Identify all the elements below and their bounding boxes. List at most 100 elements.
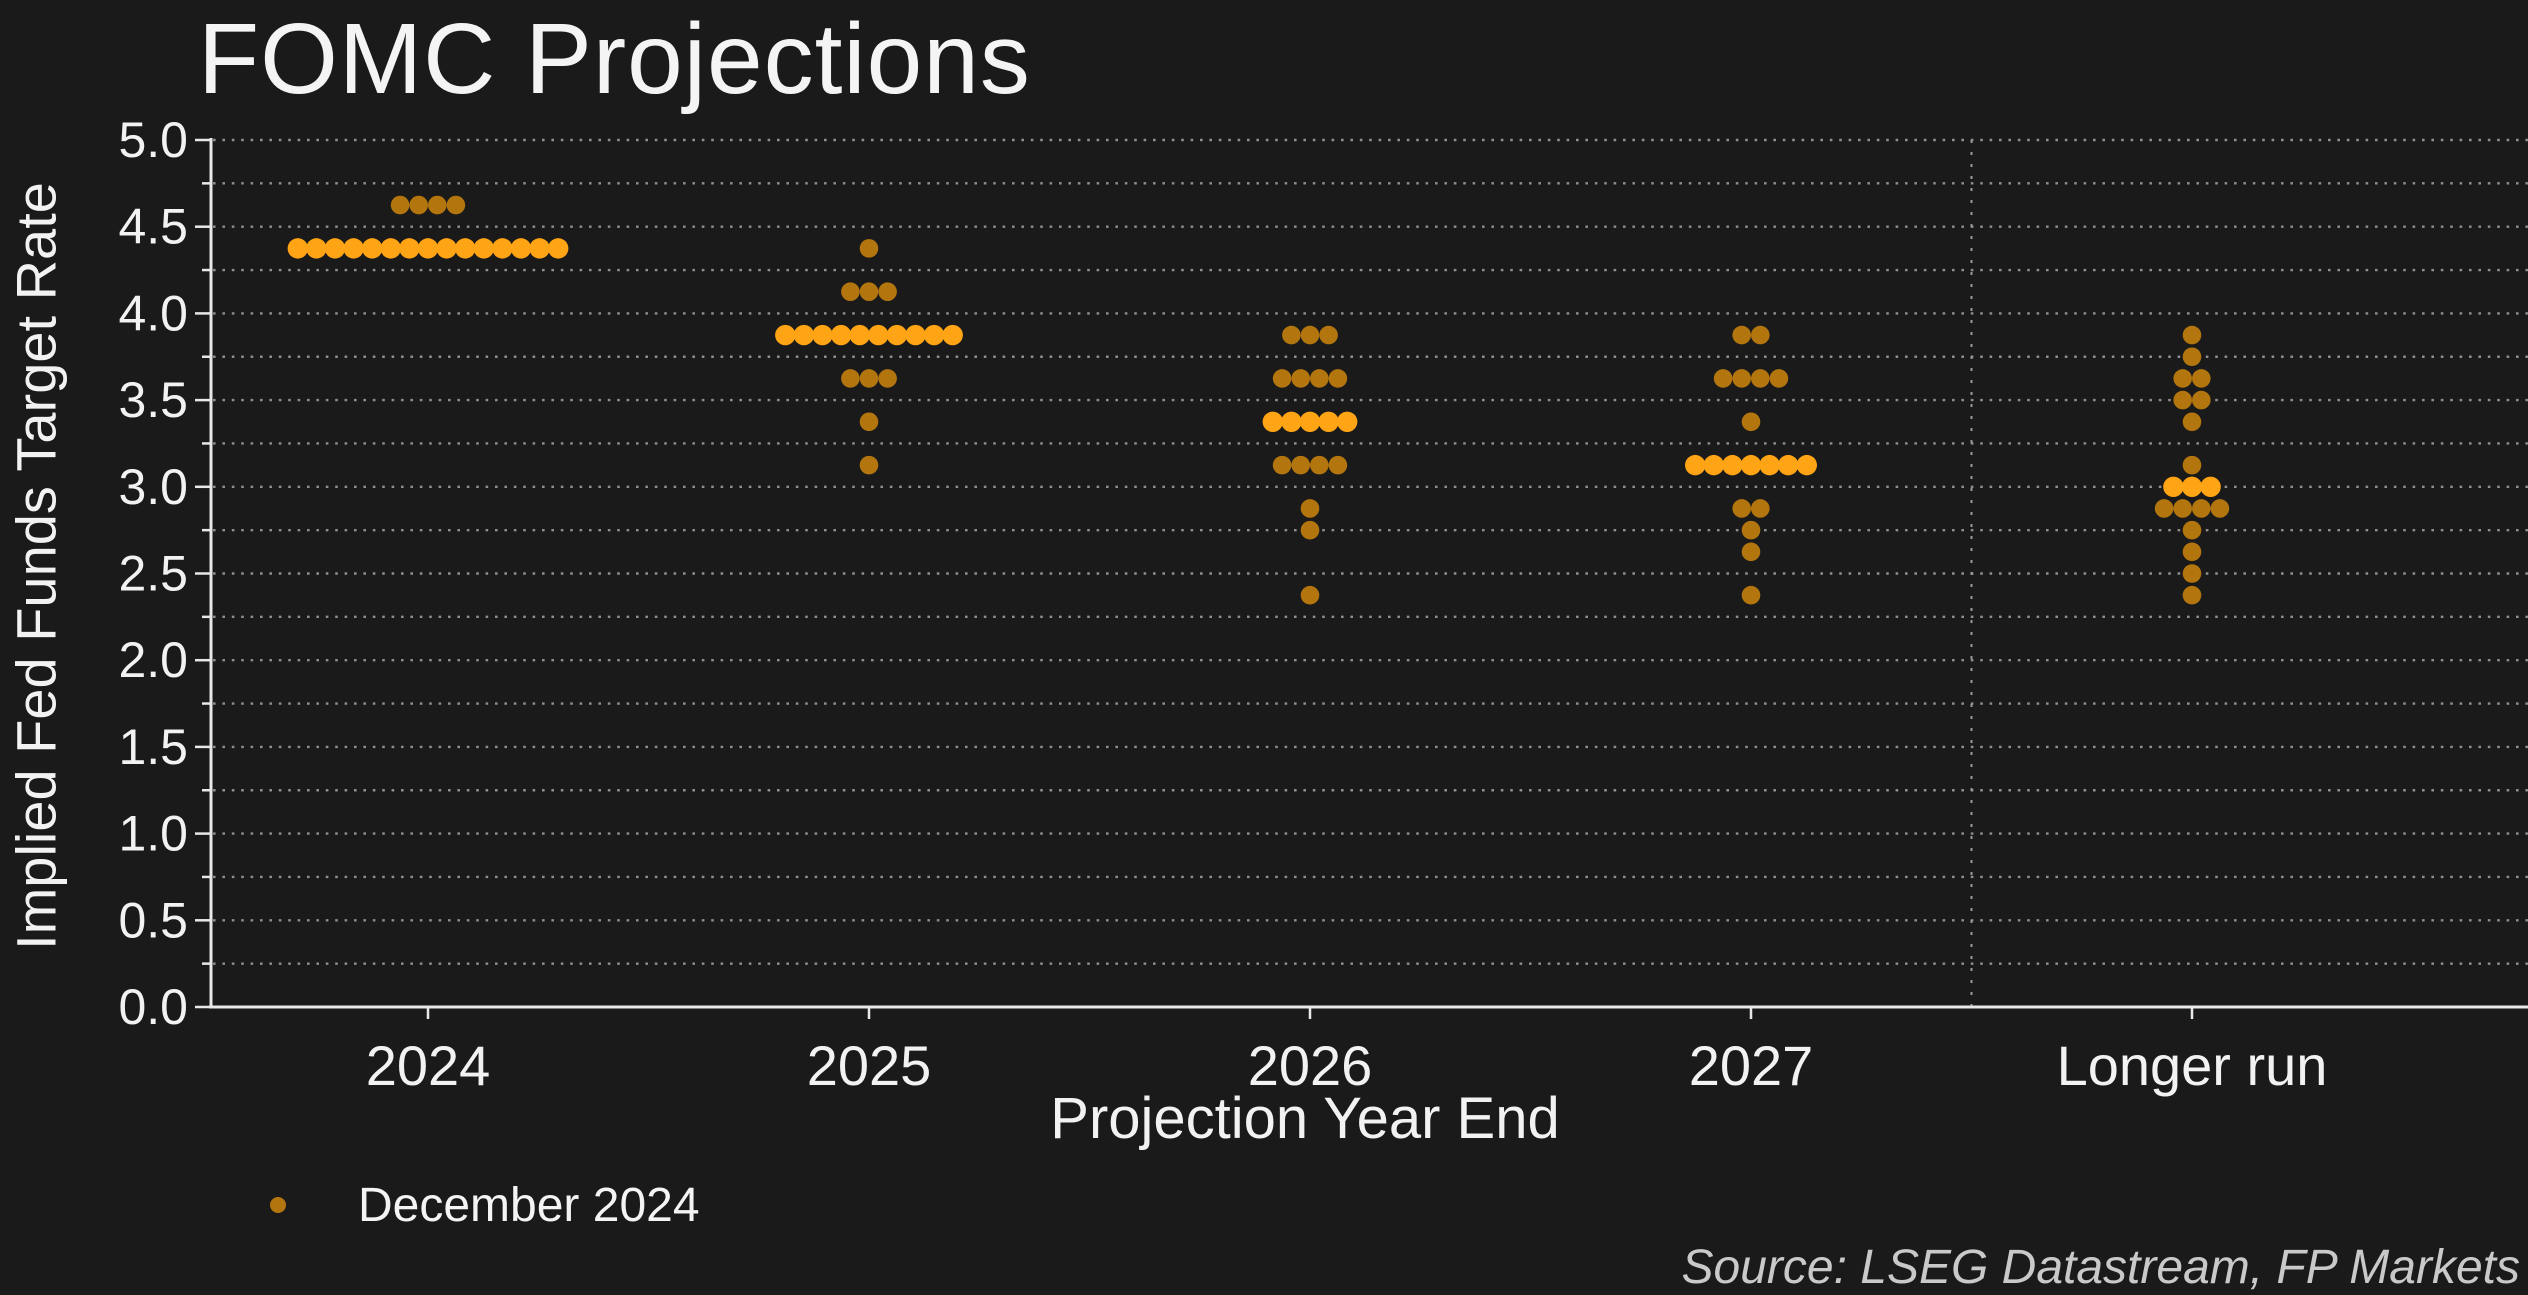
dot-2027-3.125 [1685, 454, 1706, 476]
dot-2027-3.625 [1732, 369, 1751, 388]
dot-2025-3.875 [830, 324, 852, 346]
dot-2024-4.375 [436, 238, 457, 259]
dot-2024-4.375 [306, 238, 327, 259]
dot-2027-3.125 [1703, 454, 1725, 476]
x-tick-label: 2026 [1248, 1034, 1373, 1097]
dot-2026-3.375 [1337, 411, 1358, 432]
dot-Longer-run-2.875 [2154, 499, 2174, 518]
dot-2027-2.625 [1741, 542, 1761, 562]
dot-Longer-run-3.5 [2192, 390, 2211, 410]
y-tick-label: 4.0 [118, 285, 188, 341]
legend: December 2024 [270, 1178, 700, 1232]
dot-2025-3.875 [775, 324, 796, 346]
dot-2025-3.875 [923, 324, 945, 346]
dot-2026-3.125 [1310, 455, 1329, 475]
dot-2024-4.375 [548, 238, 569, 259]
y-tick-label: 3.5 [118, 372, 188, 428]
dot-2026-2.75 [1300, 520, 1320, 540]
dot-2025-3.875 [942, 324, 963, 346]
dot-2024-4.625 [428, 195, 447, 215]
dot-2027-2.875 [1751, 499, 1770, 518]
dot-Longer-run-3.875 [2182, 325, 2202, 345]
dot-2027-3.625 [1713, 369, 1733, 388]
dot-2027-2.875 [1732, 499, 1751, 518]
dot-2024-4.375 [492, 238, 513, 259]
dot-Longer-run-3.5 [2173, 390, 2192, 410]
dot-Longer-run-2.875 [2192, 499, 2211, 518]
dot-Longer-run-3 [2163, 476, 2184, 497]
dot-2026-3.125 [1328, 455, 1348, 475]
dot-2025-3.375 [859, 412, 879, 432]
dot-2025-3.625 [859, 369, 879, 388]
dot-2025-4.125 [878, 282, 897, 302]
dot-2026-3.875 [1282, 325, 1301, 345]
dot-2027-2.75 [1741, 520, 1761, 540]
dot-2026-3.125 [1272, 455, 1292, 475]
dot-Longer-run-2.75 [2182, 520, 2202, 540]
dot-2025-3.875 [793, 324, 815, 346]
chart-title: FOMC Projections [198, 3, 1031, 115]
legend-label: December 2024 [358, 1178, 700, 1232]
dot-2024-4.375 [380, 238, 401, 259]
x-tick-label: 2027 [1689, 1034, 1814, 1097]
dot-2024-4.375 [362, 238, 383, 259]
dot-2026-3.875 [1300, 325, 1320, 345]
dot-2025-3.875 [886, 324, 908, 346]
dot-2026-3.625 [1328, 369, 1348, 388]
dot-2026-3.125 [1291, 455, 1310, 475]
dot-2024-4.375 [455, 238, 476, 259]
y-tick-label: 0.0 [118, 979, 188, 1035]
dot-2026-3.375 [1281, 411, 1302, 432]
dot-2025-3.625 [878, 369, 897, 388]
y-tick-label: 1.5 [118, 719, 188, 775]
dot-2024-4.375 [343, 238, 364, 259]
dot-2025-4.125 [859, 282, 879, 302]
y-tick-label: 5.0 [118, 112, 188, 168]
dot-2024-4.625 [409, 195, 429, 215]
dot-2027-3.125 [1759, 454, 1780, 476]
dot-2025-3.875 [849, 324, 870, 346]
dot-2027-3.375 [1741, 412, 1761, 432]
x-tick-label: 2024 [366, 1034, 491, 1097]
dot-2024-4.375 [510, 238, 532, 259]
dot-Longer-run-3.75 [2182, 347, 2202, 367]
dot-2027-3.625 [1769, 369, 1789, 388]
dot-2027-3.125 [1740, 454, 1762, 476]
x-tick-label: Longer run [2057, 1034, 2328, 1097]
dot-2025-3.125 [859, 455, 879, 475]
dot-Longer-run-2.625 [2182, 542, 2202, 562]
x-tick-label: 2025 [807, 1034, 932, 1097]
source-attribution: Source: LSEG Datastream, FP Markets [1681, 1241, 2521, 1294]
dot-2024-4.375 [287, 238, 308, 259]
dot-Longer-run-2.875 [2210, 499, 2230, 518]
dot-2024-4.375 [324, 238, 346, 259]
dot-2024-4.375 [529, 238, 550, 259]
y-tick-label: 1.0 [118, 806, 188, 862]
dot-Longer-run-3.375 [2182, 412, 2202, 432]
dot-2026-3.625 [1272, 369, 1292, 388]
dot-2025-4.375 [859, 239, 879, 258]
legend-dot-icon [270, 1197, 286, 1213]
dot-Longer-run-2.375 [2182, 585, 2202, 605]
dot-2025-4.125 [841, 282, 860, 302]
dot-2024-4.375 [417, 238, 439, 259]
dot-2027-3.875 [1732, 325, 1751, 345]
dot-2027-3.125 [1778, 454, 1799, 476]
dot-2026-3.625 [1310, 369, 1329, 388]
y-tick-label: 3.0 [118, 459, 188, 515]
y-tick-label: 2.0 [118, 632, 188, 688]
dot-2026-3.375 [1318, 411, 1339, 432]
dot-2024-4.625 [390, 195, 410, 215]
y-tick-label: 4.5 [118, 199, 188, 255]
dot-Longer-run-3.625 [2173, 369, 2192, 388]
dot-Longer-run-3 [2181, 476, 2203, 497]
dot-Longer-run-2.875 [2173, 499, 2192, 518]
dot-2026-3.875 [1319, 325, 1338, 345]
dot-2027-3.125 [1722, 454, 1743, 476]
dot-Longer-run-2.5 [2182, 564, 2202, 583]
dot-2026-3.375 [1262, 411, 1284, 432]
y-tick-label: 0.5 [118, 892, 188, 948]
dot-2025-3.625 [841, 369, 860, 388]
